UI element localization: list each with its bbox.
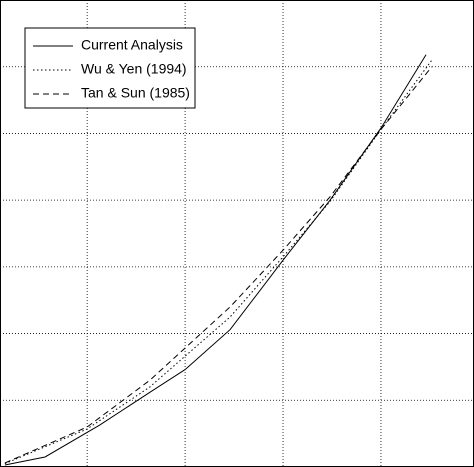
legend-label: Tan & Sun (1985) [81, 85, 190, 101]
series-line [4, 54, 427, 466]
series-line [4, 66, 433, 464]
series-line [4, 59, 433, 465]
legend-box [24, 27, 196, 109]
legend-label: Wu & Yen (1994) [81, 61, 187, 77]
legend-label: Current Analysis [81, 37, 183, 53]
